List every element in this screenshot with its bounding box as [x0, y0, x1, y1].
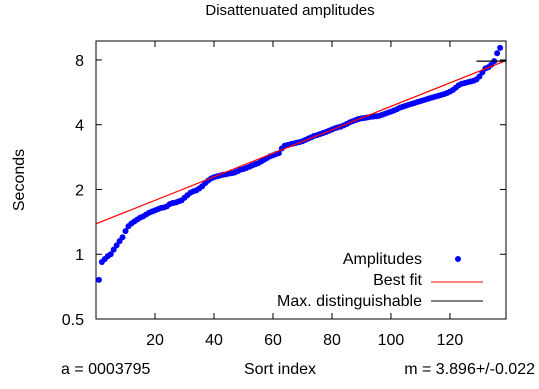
footer-left-stat: a = 0003795 — [61, 361, 151, 378]
axis-ticks: 20 40 60 80 100 120 0.5 1 2 4 8 — [62, 41, 506, 349]
data-point — [110, 246, 117, 253]
legend-label-amplitudes: Amplitudes — [343, 251, 422, 268]
series-group — [96, 44, 506, 283]
y-tick-label: 0.5 — [62, 312, 84, 329]
x-tick-label: 100 — [378, 332, 405, 349]
legend: Amplitudes Best fit Max. distinguishable — [277, 251, 483, 310]
legend-label-max-distinguishable: Max. distinguishable — [277, 293, 422, 310]
y-axis-label: Seconds — [11, 149, 28, 211]
data-point — [122, 228, 129, 235]
y-tick-label: 4 — [75, 118, 84, 135]
y-tick-label: 2 — [75, 182, 84, 199]
plot-frame — [95, 40, 507, 320]
x-tick-label: 120 — [437, 332, 464, 349]
chart-title: Disattenuated amplitudes — [205, 2, 374, 19]
data-point — [497, 44, 504, 51]
x-tick-label: 20 — [146, 332, 164, 349]
footer-right-stat: m = 3.896+/-0.022 — [404, 361, 535, 378]
data-point — [107, 251, 114, 258]
x-tick-label: 60 — [264, 332, 282, 349]
legend-marker-amplitudes — [455, 256, 461, 262]
data-point — [119, 234, 126, 241]
y-tick-label: 1 — [75, 247, 84, 264]
data-point — [113, 242, 120, 249]
data-point — [96, 276, 102, 283]
series-layer — [96, 44, 506, 283]
x-axis-label: Sort index — [244, 361, 316, 378]
y-tick-label: 8 — [75, 53, 84, 70]
x-tick-label: 80 — [323, 332, 341, 349]
data-point — [494, 50, 501, 57]
x-tick-label: 40 — [205, 332, 223, 349]
series-line-1 — [96, 59, 506, 225]
legend-label-best-fit: Best fit — [373, 272, 422, 289]
